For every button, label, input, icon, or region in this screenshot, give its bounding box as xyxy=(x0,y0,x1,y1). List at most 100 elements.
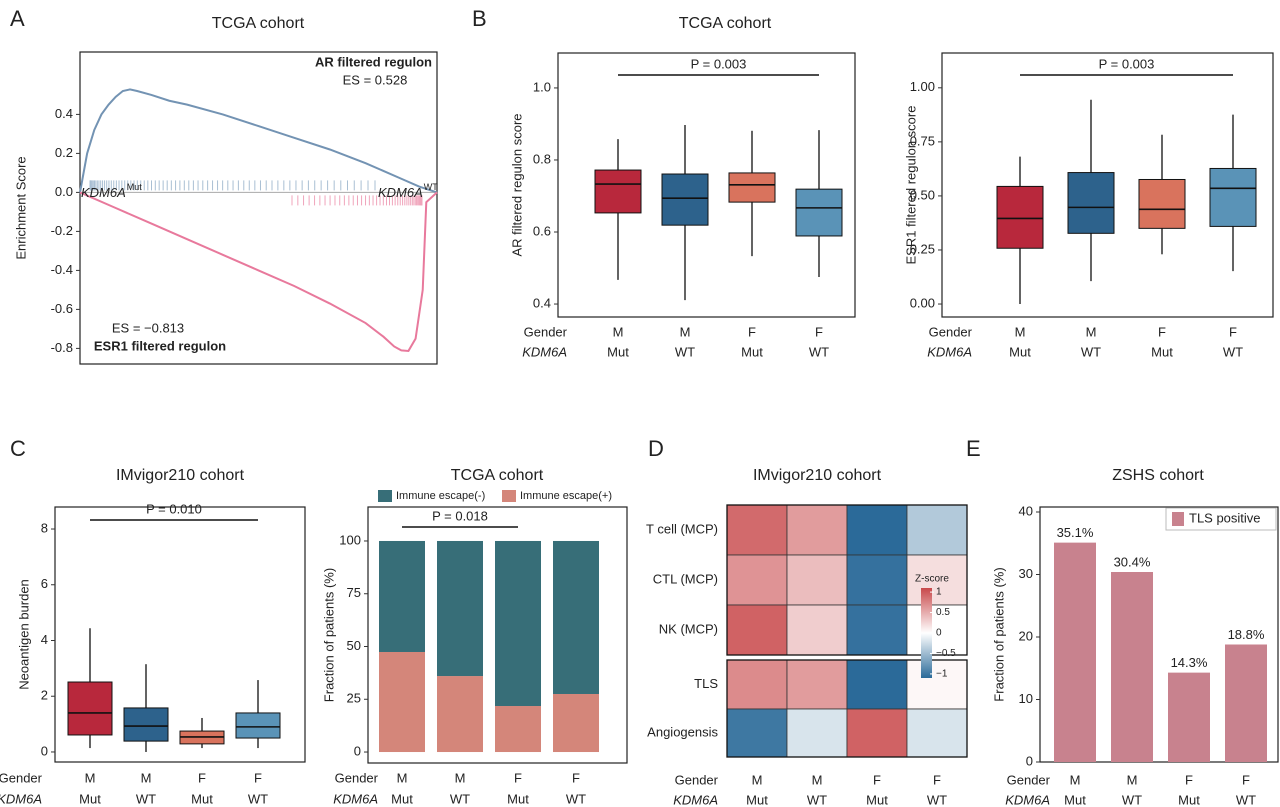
category-gender: F xyxy=(254,770,262,785)
heatmap-row-label: CTL (MCP) xyxy=(653,571,718,586)
category-genotype: Mut xyxy=(1151,344,1173,359)
y-tick-label: 8 xyxy=(41,520,48,535)
colorbar-tick-label: 0.5 xyxy=(936,607,950,618)
box xyxy=(594,169,642,214)
y-tick-label: 4 xyxy=(41,632,48,647)
y-tick-label: 1.00 xyxy=(910,79,935,94)
row-label: Gender xyxy=(335,770,379,785)
value-label: 14.3% xyxy=(1171,655,1208,670)
significance-label: P = 0.003 xyxy=(1099,56,1155,71)
category-gender: F xyxy=(873,772,881,787)
heatmap-cell xyxy=(726,554,788,606)
value-label: 30.4% xyxy=(1114,554,1151,569)
chart-title: IMvigor210 cohort xyxy=(116,467,245,484)
heatmap-cell xyxy=(846,504,908,556)
category-gender: F xyxy=(572,770,580,785)
bar-segment xyxy=(379,540,425,652)
plot-frame xyxy=(941,52,1274,318)
y-tick-label: 1.0 xyxy=(533,79,551,94)
heatmap-row-label: T cell (MCP) xyxy=(646,521,718,536)
category-gender: M xyxy=(85,770,96,785)
row-label: KDM6A xyxy=(927,344,972,359)
y-tick-label: 0.50 xyxy=(910,187,935,202)
category-genotype: WT xyxy=(566,791,586,806)
legend-swatch xyxy=(502,490,516,502)
heatmap-cell xyxy=(846,708,908,758)
category-genotype: Mut xyxy=(866,792,888,807)
row-label: KDM6A xyxy=(0,791,42,806)
y-axis-label: Enrichment Score xyxy=(13,156,28,259)
colorbar-title: Z-score xyxy=(915,574,949,585)
chart-title: TCGA cohort xyxy=(451,467,544,484)
category-gender: M xyxy=(397,770,408,785)
row-label: Gender xyxy=(1007,772,1051,787)
y-axis-label: AR filtered regulon score xyxy=(509,113,524,256)
y-tick-label: 75 xyxy=(347,585,361,600)
heatmap-cell xyxy=(906,604,968,656)
category-gender: F xyxy=(933,772,941,787)
y-tick-label: 0.25 xyxy=(910,241,935,256)
category-gender: M xyxy=(680,324,691,339)
category-gender: M xyxy=(1127,772,1138,787)
category-genotype: WT xyxy=(1223,344,1243,359)
heatmap-cell xyxy=(786,659,848,710)
category-gender: F xyxy=(815,324,823,339)
category-gender: M xyxy=(1015,324,1026,339)
legend-label: Immune escape(+) xyxy=(520,490,612,502)
box xyxy=(795,188,843,237)
bar-segment xyxy=(495,706,541,753)
category-genotype: Mut xyxy=(741,344,763,359)
heatmap-cell xyxy=(726,504,788,556)
bar xyxy=(1225,644,1267,762)
y-tick-label: 50 xyxy=(347,638,361,653)
heatmap-cell xyxy=(906,659,968,710)
bar-segment xyxy=(495,540,541,707)
y-tick-label: 30 xyxy=(1019,566,1033,581)
legend-swatch xyxy=(378,490,392,502)
rank-end-sup: Mut xyxy=(127,182,143,192)
chart-title: TCGA cohort xyxy=(212,15,305,32)
y-axis-label: Neoantigen burden xyxy=(16,579,31,690)
category-genotype: WT xyxy=(1236,792,1256,807)
y-tick-label: -0.2 xyxy=(51,223,73,238)
bar-segment xyxy=(437,540,483,677)
bar xyxy=(1111,572,1153,762)
enrichment-line xyxy=(79,191,438,352)
category-gender: M xyxy=(455,770,466,785)
category-gender: F xyxy=(748,324,756,339)
heatmap-cell xyxy=(846,554,908,606)
category-gender: F xyxy=(1185,772,1193,787)
category-gender: M xyxy=(812,772,823,787)
y-tick-label: -0.4 xyxy=(51,262,73,277)
colorbar-tick-label: −0.5 xyxy=(936,648,956,659)
heatmap-cell xyxy=(786,554,848,606)
row-label: Gender xyxy=(929,324,973,339)
heatmap-row-label: NK (MCP) xyxy=(659,621,718,636)
y-tick-label: 2 xyxy=(41,688,48,703)
value-label: 35.1% xyxy=(1057,525,1094,540)
category-genotype: WT xyxy=(675,344,695,359)
y-tick-label: 0.0 xyxy=(55,184,73,199)
bar xyxy=(1168,672,1210,762)
category-genotype: WT xyxy=(136,791,156,806)
y-tick-label: 6 xyxy=(41,576,48,591)
heatmap-cell xyxy=(786,604,848,656)
y-tick-label: 0.6 xyxy=(533,223,551,238)
row-label: Gender xyxy=(0,770,43,785)
series-label: ESR1 filtered regulon xyxy=(94,338,226,353)
heatmap-cell xyxy=(786,708,848,758)
heatmap-cell xyxy=(906,504,968,556)
y-tick-label: 0.2 xyxy=(55,145,73,160)
category-gender: M xyxy=(141,770,152,785)
heatmap-cell xyxy=(906,554,968,606)
box xyxy=(661,173,709,226)
bar-segment xyxy=(379,651,425,753)
legend-box xyxy=(1165,507,1277,531)
rank-end-sup: WT xyxy=(424,182,438,192)
category-gender: F xyxy=(514,770,522,785)
heatmap-row-label: Angiogensis xyxy=(647,724,718,739)
category-genotype: WT xyxy=(807,792,827,807)
plot-frame xyxy=(1039,506,1279,763)
chart-title: IMvigor210 cohort xyxy=(753,467,882,484)
box xyxy=(1138,178,1186,229)
